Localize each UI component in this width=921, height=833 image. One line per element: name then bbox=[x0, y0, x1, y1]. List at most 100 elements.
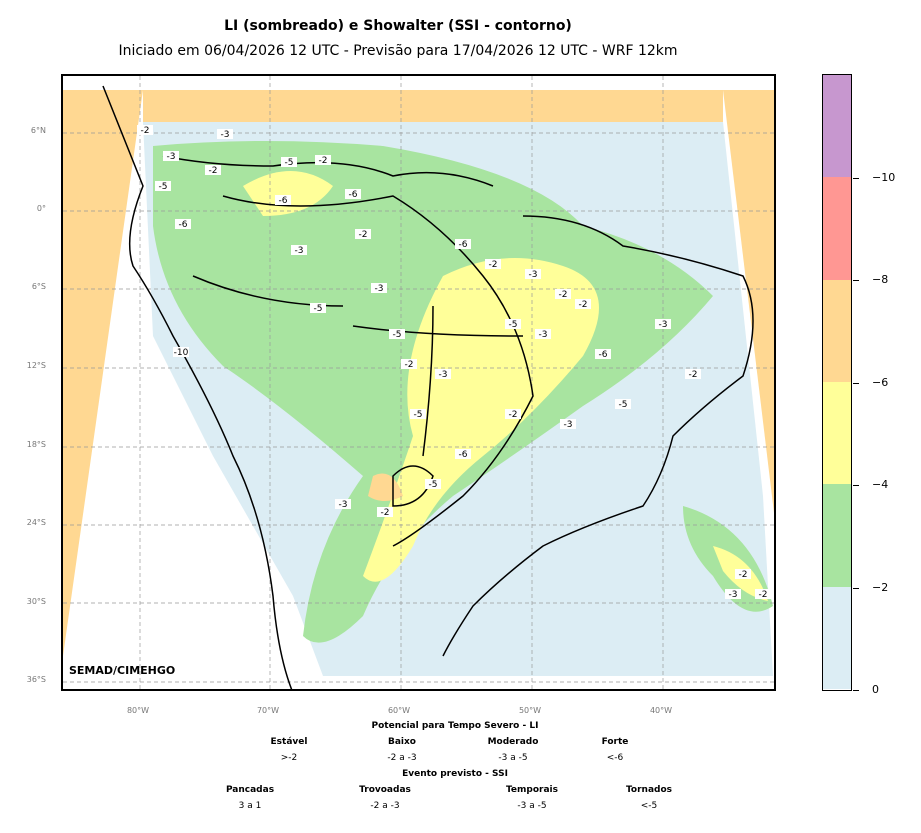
lat-label: 0° bbox=[36, 204, 46, 213]
svg-text:-5: -5 bbox=[509, 320, 518, 330]
svg-text:-2: -2 bbox=[689, 370, 698, 380]
lat-label: 36°S bbox=[26, 675, 46, 684]
contour-label: -2 bbox=[555, 289, 571, 300]
svg-text:-2: -2 bbox=[739, 570, 748, 580]
contour-label: -5 bbox=[410, 409, 426, 420]
colorbar-segment bbox=[823, 75, 851, 178]
svg-text:-2: -2 bbox=[759, 590, 768, 600]
contour-label: -2 bbox=[137, 125, 153, 136]
li-shade-orange bbox=[368, 473, 403, 501]
contour-labels: -2-3-5-6-10-2-3-5-6-2-3-5-6-2-3-5-2-3-5-… bbox=[137, 125, 771, 600]
contour-label: -3 bbox=[525, 269, 541, 280]
lon-label: 50°W bbox=[518, 706, 542, 715]
svg-text:-3: -3 bbox=[221, 130, 230, 140]
colorbar-tick bbox=[853, 382, 859, 384]
svg-text:-3: -3 bbox=[529, 270, 538, 280]
li-category-range: <-6 bbox=[606, 753, 624, 763]
ssi-category-name: Pancadas bbox=[225, 785, 275, 795]
svg-text:-3: -3 bbox=[659, 320, 668, 330]
contour-label: -2 bbox=[401, 359, 417, 370]
contour-label: -10 bbox=[173, 347, 189, 358]
colorbar-tick bbox=[853, 587, 859, 589]
contour-label: -3 bbox=[725, 589, 741, 600]
contour-label: -3 bbox=[291, 245, 307, 256]
li-category-range: -2 a -3 bbox=[387, 753, 417, 763]
svg-text:-5: -5 bbox=[414, 410, 423, 420]
li-category-range: >-2 bbox=[280, 753, 298, 763]
lon-label: 40°W bbox=[649, 706, 673, 715]
contour-label: -2 bbox=[355, 229, 371, 240]
colorbar-tick-label: −10 bbox=[872, 170, 896, 184]
contour-label: -2 bbox=[485, 259, 501, 270]
colorbar-segment bbox=[823, 484, 851, 587]
svg-text:-10: -10 bbox=[174, 348, 189, 358]
lat-label: 12°S bbox=[26, 361, 46, 370]
contour-label: -2 bbox=[735, 569, 751, 580]
domain-mask-right bbox=[723, 90, 774, 513]
colorbar-segment bbox=[823, 177, 851, 280]
map-panel: -2 -3 -5 -6 -10 -2 -3 -5 -6 -2 -3 -5 -6 -2 -3 -5 -2 -3 -5-… bbox=[61, 74, 776, 691]
colorbar-tick-label: 0 bbox=[872, 683, 879, 696]
colorbar-tick-label: −6 bbox=[872, 375, 889, 389]
lat-label: 30°S bbox=[26, 597, 46, 606]
li-legend-title: Potencial para Tempo Severo - LI bbox=[371, 721, 539, 731]
svg-text:-2: -2 bbox=[405, 360, 414, 370]
contour-label: -5 bbox=[425, 479, 441, 490]
brazil-interior bbox=[222, 195, 534, 547]
contour-label: -2 bbox=[205, 165, 221, 176]
svg-text:-3: -3 bbox=[564, 420, 573, 430]
colorbar-tick-label: −2 bbox=[872, 580, 889, 594]
svg-text:-6: -6 bbox=[179, 220, 188, 230]
svg-text:-5: -5 bbox=[159, 182, 168, 192]
colorbar bbox=[822, 74, 852, 691]
contour-label: -2 bbox=[575, 299, 591, 310]
svg-text:-2: -2 bbox=[141, 126, 150, 136]
svg-text:-2: -2 bbox=[359, 230, 368, 240]
contour-label: -3 bbox=[163, 151, 179, 162]
contour-label: -5 bbox=[615, 399, 631, 410]
svg-text:-3: -3 bbox=[729, 590, 738, 600]
svg-text:-3: -3 bbox=[295, 246, 304, 256]
lat-label: 6°N bbox=[30, 126, 46, 135]
svg-text:-3: -3 bbox=[339, 500, 348, 510]
contour-label: -5 bbox=[155, 181, 171, 192]
svg-text:-6: -6 bbox=[279, 196, 288, 206]
contour-label: -2 bbox=[685, 369, 701, 380]
svg-text:-2: -2 bbox=[209, 166, 218, 176]
contour-label: -6 bbox=[595, 349, 611, 360]
svg-text:-3: -3 bbox=[439, 370, 448, 380]
li-category-name: Baixo bbox=[387, 737, 416, 747]
svg-text:-6: -6 bbox=[459, 450, 468, 460]
contour-label: -5 bbox=[389, 329, 405, 340]
colorbar-tick bbox=[853, 177, 859, 179]
svg-text:-2: -2 bbox=[579, 300, 588, 310]
colorbar-tick bbox=[853, 280, 859, 281]
svg-text:-5: -5 bbox=[285, 158, 294, 168]
graticule bbox=[63, 76, 774, 689]
colorbar-tick bbox=[853, 485, 859, 486]
ssi-legend-title: Evento previsto - SSI bbox=[402, 769, 508, 779]
domain-mask-left bbox=[63, 90, 143, 656]
svg-text:-3: -3 bbox=[375, 284, 384, 294]
svg-text:-6: -6 bbox=[599, 350, 608, 360]
li-category-range: -3 a -5 bbox=[498, 753, 528, 763]
contour-label: -2 bbox=[377, 507, 393, 518]
contour-label: -5 bbox=[281, 157, 297, 168]
lat-label: 24°S bbox=[26, 518, 46, 527]
ssi-category-name: Tornados bbox=[625, 785, 673, 795]
svg-text:-2: -2 bbox=[559, 290, 568, 300]
contour-label: -2 bbox=[755, 589, 771, 600]
contour-label: -6 bbox=[455, 449, 471, 460]
ssi-category-range: -2 a -3 bbox=[370, 801, 400, 811]
contour-label: -3 bbox=[435, 369, 451, 380]
svg-text:-2: -2 bbox=[509, 410, 518, 420]
svg-text:-5: -5 bbox=[393, 330, 402, 340]
li-category-name: Moderado bbox=[487, 737, 539, 747]
map-canvas: -2-3-5-6-10-2-3-5-6-2-3-5-6-2-3-5-2-3-5-… bbox=[63, 76, 774, 689]
li-category-name: Forte bbox=[601, 737, 629, 747]
contour-label: -6 bbox=[275, 195, 291, 206]
contour-label: -3 bbox=[560, 419, 576, 430]
contour-label: -5 bbox=[505, 319, 521, 330]
contour-label: -2 bbox=[505, 409, 521, 420]
contour-label: -3 bbox=[217, 129, 233, 140]
